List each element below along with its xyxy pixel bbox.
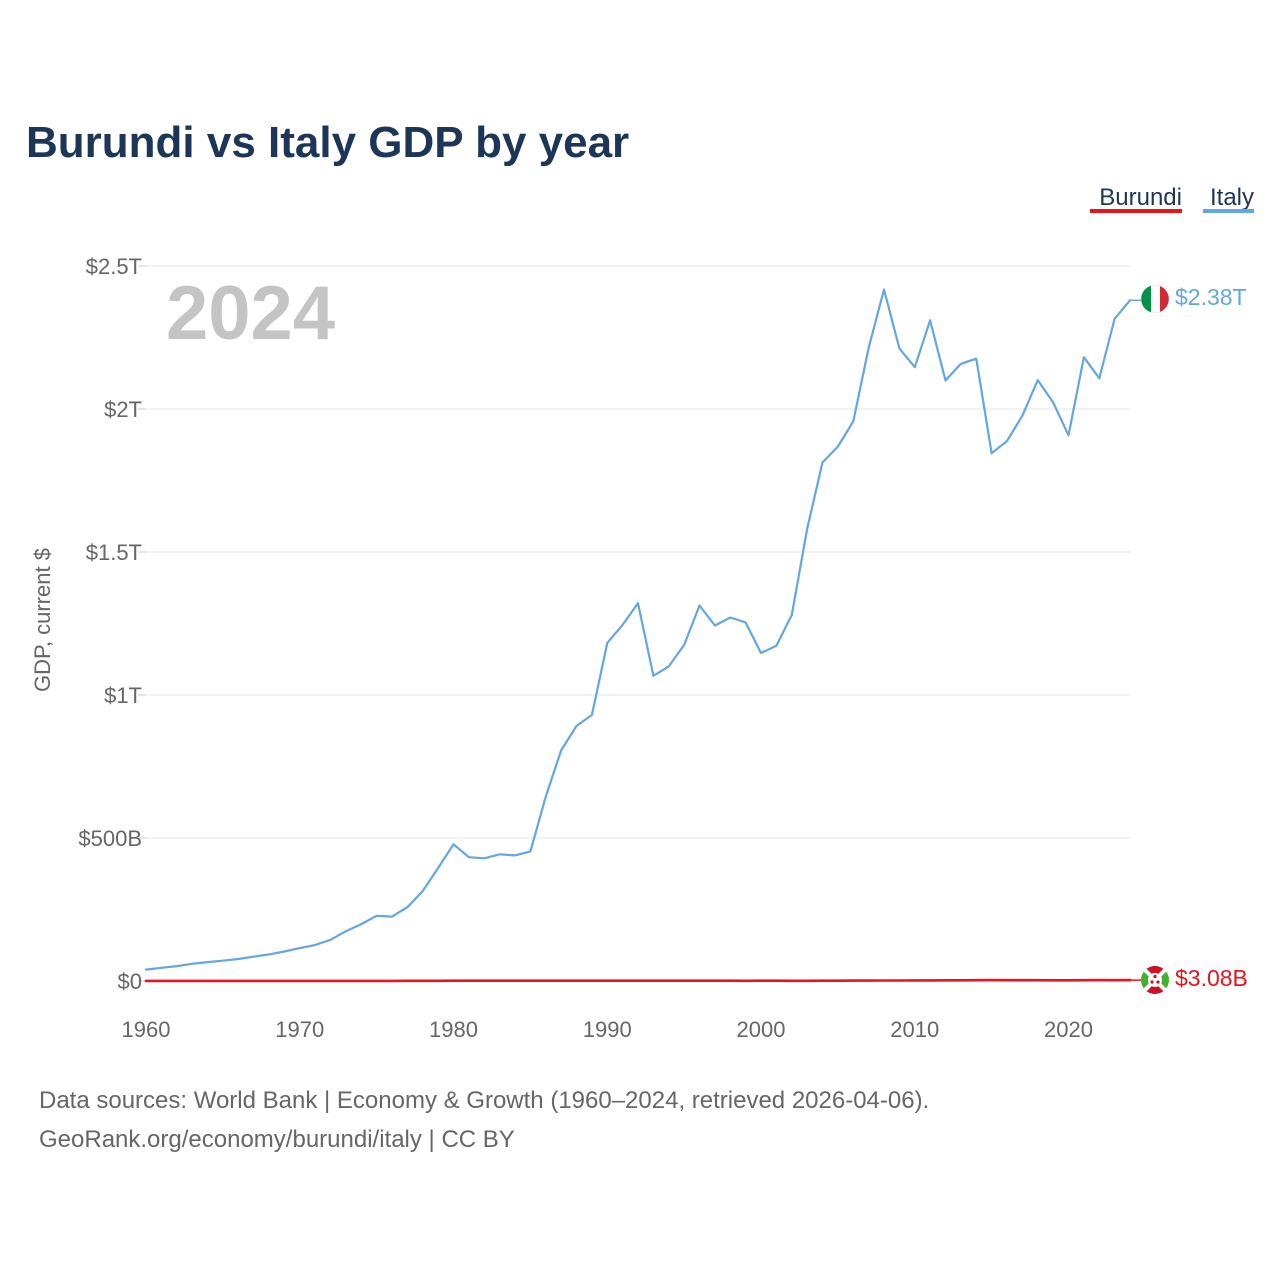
y-tick-label: $0 [118,969,142,994]
x-tick-label: 1990 [583,1017,632,1042]
italy-flag-icon [1140,284,1170,314]
x-tick-label: 2010 [890,1017,939,1042]
series-line-burundi [144,978,1132,983]
x-tick-label: 1960 [122,1017,171,1042]
y-tick-label: $1.5T [86,540,142,565]
legend-italy[interactable]: Italy [1210,184,1254,211]
legend-italy-swatch [1203,209,1254,213]
source-line-1: Data sources: World Bank | Economy & Gro… [39,1087,929,1114]
x-axis: 1960 1970 1980 1990 2000 2010 2020 [122,1017,1093,1042]
x-tick-label: 2020 [1044,1017,1093,1042]
y-tick-label: $1T [104,683,142,708]
y-tick-label: $500B [78,826,142,851]
legend: Burundi Italy [1090,184,1254,213]
y-axis-label: GDP, current $ [30,548,55,692]
legend-burundi-swatch [1090,209,1182,213]
series-lines [144,288,1141,983]
y-tick-label: $2T [104,397,142,422]
year-label: 2024 [166,271,335,356]
x-tick-label: 1970 [275,1017,324,1042]
x-tick-label: 1980 [429,1017,478,1042]
burundi-flag-icon [1141,966,1169,994]
x-tick-label: 2000 [737,1017,786,1042]
y-axis: $0 $500B $1T $1.5T $2T $2.5T [78,254,146,994]
series-line-italy [144,288,1132,971]
italy-end-label: $2.38T [1175,284,1247,310]
source-line-2[interactable]: GeoRank.org/economy/burundi/italy | CC B… [39,1126,515,1153]
gridlines [146,265,1130,982]
y-tick-label: $2.5T [86,254,142,279]
legend-burundi[interactable]: Burundi [1099,184,1182,211]
burundi-end-label: $3.08B [1175,965,1248,991]
chart-title: Burundi vs Italy GDP by year [26,118,629,167]
